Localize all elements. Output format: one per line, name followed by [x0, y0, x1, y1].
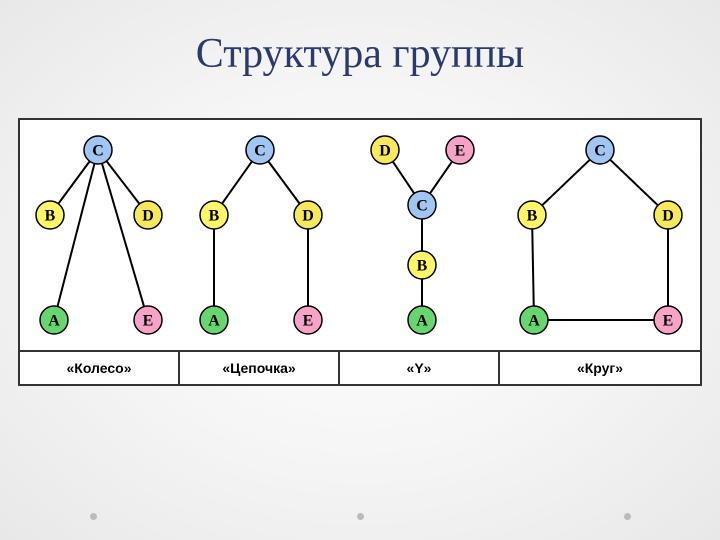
node-a: A — [40, 306, 68, 334]
diagram-cell: C B D A E «Колесо» — [20, 120, 180, 384]
node-label: C — [594, 143, 606, 160]
diagram-grid: C B D A E «Колесо» C B D A E «Цепочка» D E C B A «Y» C B D A E… — [18, 118, 702, 386]
node-label: D — [379, 143, 391, 160]
node-e: E — [654, 306, 682, 334]
page-title: Структура группы — [0, 0, 720, 98]
decor-dot — [90, 513, 97, 520]
node-label: E — [455, 143, 466, 160]
node-label: E — [663, 313, 674, 330]
node-a: A — [408, 306, 436, 334]
diagram-cell: D E C B A «Y» — [340, 120, 500, 384]
node-a: A — [200, 306, 228, 334]
node-label: A — [528, 313, 540, 330]
node-label: A — [48, 313, 60, 330]
diagram-svg: D E C B A — [340, 120, 500, 350]
diagram-caption: «Колесо» — [20, 350, 178, 384]
decor-dot — [624, 513, 631, 520]
node-c: C — [246, 136, 274, 164]
node-label: B — [527, 208, 538, 225]
node-c: C — [586, 136, 614, 164]
diagram-svg: C B D A E — [20, 120, 180, 350]
node-c: C — [408, 191, 436, 219]
node-label: E — [143, 313, 154, 330]
diagram-svg: C B D A E — [500, 120, 700, 350]
node-d: D — [134, 201, 162, 229]
node-label: B — [209, 208, 220, 225]
diagram-caption: «Цепочка» — [180, 350, 338, 384]
diagram-area: C B D A E — [500, 120, 700, 350]
node-b: B — [200, 201, 228, 229]
diagram-area: D E C B A — [340, 120, 498, 350]
diagram-area: C B D A E — [20, 120, 178, 350]
decor-dot — [357, 513, 364, 520]
node-label: C — [416, 198, 428, 215]
diagram-caption: «Y» — [340, 350, 498, 384]
node-label: C — [254, 143, 266, 160]
node-a: A — [520, 306, 548, 334]
node-label: A — [208, 313, 220, 330]
node-d: D — [371, 136, 399, 164]
node-label: A — [416, 313, 428, 330]
node-e: E — [294, 306, 322, 334]
node-label: C — [92, 143, 104, 160]
node-label: D — [302, 208, 314, 225]
node-c: C — [84, 136, 112, 164]
node-label: B — [417, 258, 428, 275]
node-d: D — [294, 201, 322, 229]
node-e: E — [134, 306, 162, 334]
node-e: E — [446, 136, 474, 164]
diagram-area: C B D A E — [180, 120, 338, 350]
node-label: E — [303, 313, 314, 330]
diagram-svg: C B D A E — [180, 120, 340, 350]
diagram-caption: «Круг» — [500, 350, 700, 384]
node-b: B — [36, 201, 64, 229]
node-label: D — [662, 208, 674, 225]
diagram-cell: C B D A E «Цепочка» — [180, 120, 340, 384]
node-label: B — [45, 208, 56, 225]
decor-dots — [0, 513, 720, 520]
node-b: B — [518, 201, 546, 229]
node-d: D — [654, 201, 682, 229]
diagram-cell: C B D A E «Круг» — [500, 120, 700, 384]
node-b: B — [408, 251, 436, 279]
node-label: D — [142, 208, 154, 225]
